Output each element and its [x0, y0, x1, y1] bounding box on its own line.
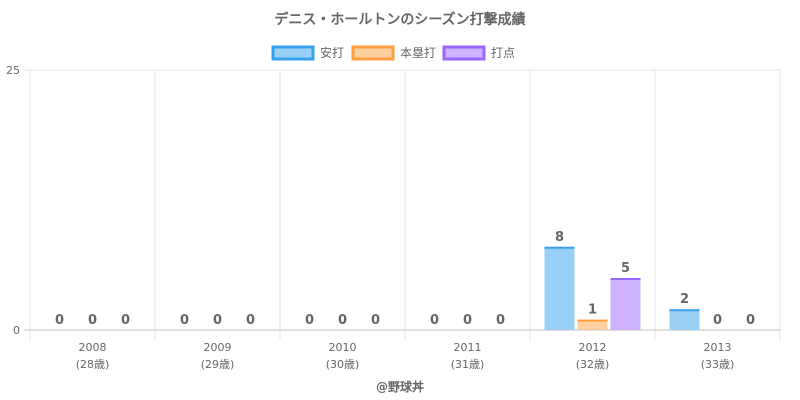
- data-label-2011-2: 0: [496, 313, 505, 328]
- data-label-2013-1: 0: [713, 313, 722, 328]
- x-tick-label-5: 2013: [704, 341, 732, 354]
- x-axis-ticks: 2008 (28歳) 2009 (29歳) 2010 (30歳) 2011 (31歳) 2012…: [76, 341, 735, 371]
- x-tick-sublabel-1: (29歳): [201, 358, 235, 371]
- data-label-2008-0: 0: [55, 313, 64, 328]
- x-tick-sublabel-4: (32歳): [576, 358, 610, 371]
- legend-label-0[interactable]: 安打: [320, 45, 344, 60]
- legend-swatch-2[interactable]: [442, 45, 486, 61]
- x-tick-label-3: 2011: [454, 341, 482, 354]
- data-label-2012-1: 1: [588, 303, 597, 318]
- data-label-2011-1: 0: [463, 313, 472, 328]
- data-label-2011-0: 0: [430, 313, 439, 328]
- data-label-2012-2: 5: [621, 261, 630, 276]
- grid-lines: [24, 69, 781, 340]
- x-tick-sublabel-3: (31歳): [451, 358, 485, 371]
- data-label-2010-0: 0: [305, 313, 314, 328]
- data-labels-group: 0 0 0 0 0 0 0 0 0 0 0 0 8 1 5 2 0 0: [55, 230, 755, 328]
- bar-2012-1[interactable]: [577, 319, 608, 330]
- x-tick-sublabel-2: (30歳): [326, 358, 360, 371]
- x-tick-label-1: 2009: [204, 341, 232, 354]
- bar-2013-0[interactable]: [669, 309, 700, 330]
- bars-group: [544, 246, 700, 330]
- bar-2012-2[interactable]: [610, 278, 641, 330]
- y-axis-ticks: 0 25: [6, 64, 20, 337]
- legend-swatch-0[interactable]: [271, 45, 315, 61]
- x-tick-sublabel-0: (28歳): [76, 358, 110, 371]
- data-label-2009-0: 0: [180, 313, 189, 328]
- y-tick-label-1: 25: [6, 64, 20, 77]
- data-label-2008-2: 0: [121, 313, 130, 328]
- data-label-2012-0: 8: [555, 230, 564, 245]
- data-label-2008-1: 0: [88, 313, 97, 328]
- data-label-2010-2: 0: [371, 313, 380, 328]
- data-label-2010-1: 0: [338, 313, 347, 328]
- bar-2012-0[interactable]: [544, 246, 575, 330]
- legend: 安打 本塁打 打点: [271, 45, 515, 61]
- data-label-2013-0: 2: [680, 292, 689, 307]
- legend-label-1[interactable]: 本塁打: [400, 46, 436, 60]
- x-tick-label-2: 2010: [329, 341, 357, 354]
- chart-title: デニス・ホールトンのシーズン打撃成績: [274, 11, 525, 28]
- legend-swatch-1[interactable]: [351, 45, 395, 61]
- data-label-2013-2: 0: [746, 313, 755, 328]
- y-tick-label-0: 0: [13, 324, 20, 337]
- data-label-2009-2: 0: [246, 313, 255, 328]
- footer-credit: @野球丼: [376, 379, 424, 394]
- x-tick-label-0: 2008: [79, 341, 107, 354]
- x-tick-sublabel-5: (33歳): [701, 358, 735, 371]
- legend-label-2[interactable]: 打点: [491, 46, 515, 60]
- x-tick-label-4: 2012: [579, 341, 607, 354]
- data-label-2009-1: 0: [213, 313, 222, 328]
